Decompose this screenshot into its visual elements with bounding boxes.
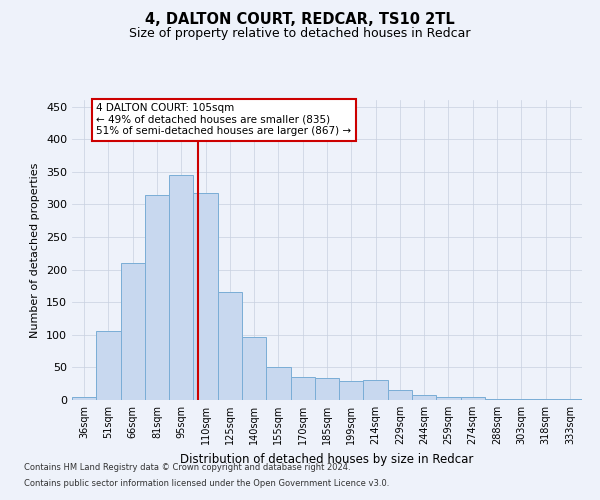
- Bar: [388, 390, 412, 400]
- Bar: [315, 378, 339, 400]
- Bar: [193, 192, 218, 400]
- Bar: [242, 336, 266, 400]
- Bar: [339, 381, 364, 400]
- Bar: [266, 368, 290, 400]
- Bar: [290, 377, 315, 400]
- Bar: [436, 396, 461, 400]
- Bar: [364, 380, 388, 400]
- Bar: [412, 395, 436, 400]
- X-axis label: Distribution of detached houses by size in Redcar: Distribution of detached houses by size …: [181, 452, 473, 466]
- Text: 4, DALTON COURT, REDCAR, TS10 2TL: 4, DALTON COURT, REDCAR, TS10 2TL: [145, 12, 455, 28]
- Bar: [218, 292, 242, 400]
- Bar: [121, 263, 145, 400]
- Bar: [72, 396, 96, 400]
- Text: Size of property relative to detached houses in Redcar: Size of property relative to detached ho…: [129, 28, 471, 40]
- Bar: [96, 331, 121, 400]
- Bar: [461, 396, 485, 400]
- Text: Contains public sector information licensed under the Open Government Licence v3: Contains public sector information licen…: [24, 478, 389, 488]
- Text: Contains HM Land Registry data © Crown copyright and database right 2024.: Contains HM Land Registry data © Crown c…: [24, 464, 350, 472]
- Bar: [145, 194, 169, 400]
- Bar: [485, 398, 509, 400]
- Bar: [169, 175, 193, 400]
- Y-axis label: Number of detached properties: Number of detached properties: [31, 162, 40, 338]
- Text: 4 DALTON COURT: 105sqm
← 49% of detached houses are smaller (835)
51% of semi-de: 4 DALTON COURT: 105sqm ← 49% of detached…: [96, 104, 352, 136]
